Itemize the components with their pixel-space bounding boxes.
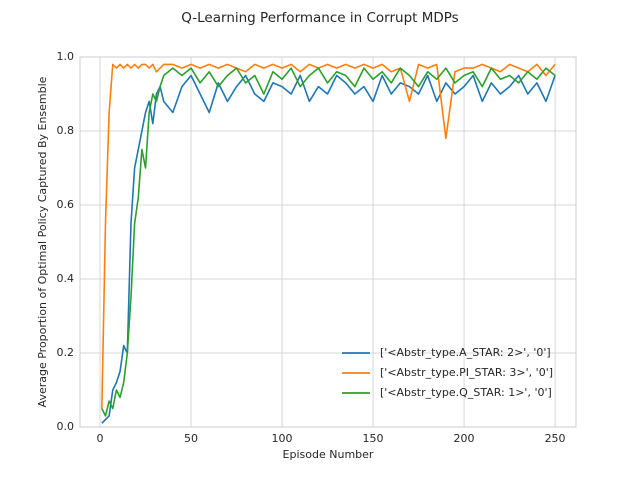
y-tick-label: 0.0 [57,420,75,433]
series-line [101,63,556,409]
y-axis-label: Average Proportion of Optimal Policy Cap… [36,76,49,407]
series-line [101,74,556,424]
series-line [101,67,556,417]
legend-label: ['<Abstr_type.PI_STAR: 3>', '0'] [380,366,553,379]
legend-label: ['<Abstr_type.Q_STAR: 1>', '0'] [380,386,552,399]
plot-frame [79,56,577,428]
y-tick-label: 1.0 [57,50,75,63]
x-tick-label: 250 [545,432,566,445]
x-tick-label: 150 [363,432,384,445]
x-tick-label: 0 [97,432,104,445]
x-axis-label: Episode Number [283,448,374,461]
y-tick-label: 0.4 [57,272,75,285]
x-tick-label: 200 [454,432,475,445]
x-tick-label: 100 [272,432,293,445]
x-tick-label: 50 [184,432,198,445]
y-tick-label: 0.2 [57,346,75,359]
y-tick-label: 0.6 [57,198,75,211]
legend-label: ['<Abstr_type.A_STAR: 2>', '0'] [380,346,551,359]
chart-title: Q-Learning Performance in Corrupt MDPs [181,10,458,26]
y-tick-label: 0.8 [57,124,75,137]
